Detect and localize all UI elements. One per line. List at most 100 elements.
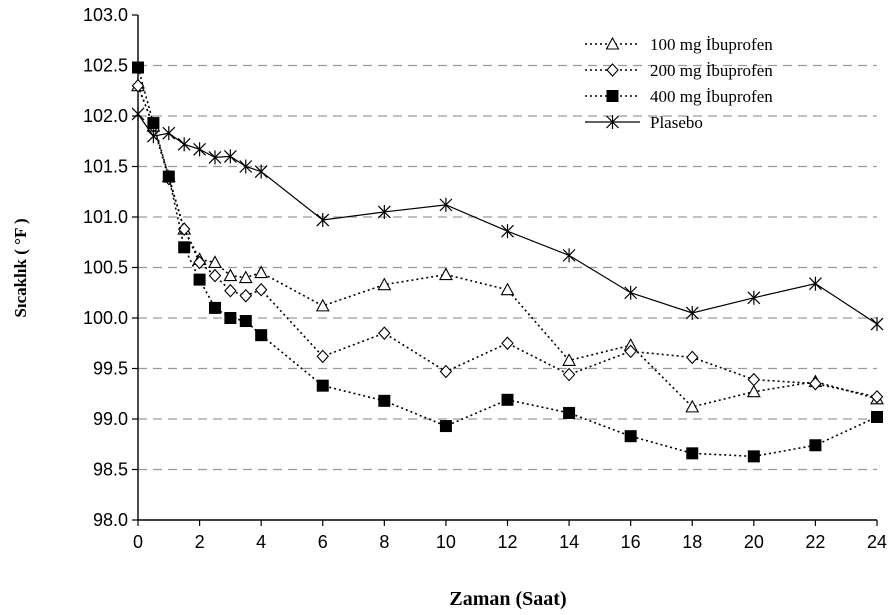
legend-item-400-mg-i-buprofen: 400 mg İbuprofen [585, 87, 773, 106]
data-point-plasebo [377, 204, 391, 219]
data-point-200-mg-i-buprofen [378, 326, 391, 340]
legend-label: 100 mg İbuprofen [650, 35, 773, 54]
data-point-200-mg-i-buprofen [224, 283, 237, 298]
y-tick-label: 98.5 [93, 460, 128, 480]
data-point-200-mg-i-buprofen [686, 350, 699, 365]
data-point-plasebo [223, 149, 237, 164]
data-point-400-mg-i-buprofen [316, 379, 329, 392]
x-tick-label: 6 [318, 532, 328, 552]
data-point-plasebo [562, 248, 576, 263]
data-point-plasebo [316, 213, 330, 228]
data-point-plasebo [685, 305, 699, 320]
y-tick-label: 99.0 [93, 409, 128, 429]
series-line-200-mg-i-buprofen [137, 85, 878, 398]
data-point-100-mg-i-buprofen [685, 399, 700, 413]
data-point-200-mg-i-buprofen [239, 288, 253, 303]
legend-item-plasebo: Plasebo [585, 113, 703, 132]
legend-label: 400 mg İbuprofen [650, 87, 773, 106]
x-tick-label: 8 [379, 532, 389, 552]
data-point-400-mg-i-buprofen [809, 439, 822, 452]
data-point-plasebo [808, 276, 822, 291]
data-point-100-mg-i-buprofen [500, 282, 515, 296]
data-point-400-mg-i-buprofen [501, 393, 514, 406]
data-point-200-mg-i-buprofen [501, 336, 514, 351]
data-point-400-mg-i-buprofen [255, 329, 268, 342]
data-point-100-mg-i-buprofen [438, 267, 453, 281]
data-point-400-mg-i-buprofen [208, 301, 221, 314]
y-tick-label: 103.0 [83, 5, 128, 25]
data-point-100-mg-i-buprofen [562, 353, 577, 366]
y-tick-label: 100.5 [83, 258, 128, 278]
data-point-100-mg-i-buprofen [315, 298, 330, 312]
data-point-200-mg-i-buprofen [747, 372, 761, 387]
data-point-plasebo [870, 317, 884, 332]
x-tick-label: 12 [497, 532, 517, 552]
data-point-plasebo [131, 106, 145, 121]
series-layer [131, 61, 884, 463]
y-tick-label: 101.5 [83, 157, 128, 177]
data-point-200-mg-i-buprofen [208, 268, 222, 283]
data-point-400-mg-i-buprofen [224, 312, 237, 324]
data-point-plasebo [624, 285, 638, 300]
data-point-100-mg-i-buprofen [223, 268, 238, 282]
data-point-plasebo [162, 126, 176, 141]
data-point-200-mg-i-buprofen [193, 255, 206, 270]
data-point-plasebo [146, 129, 160, 144]
series-line-100-mg-i-buprofen [137, 85, 878, 408]
data-point-plasebo [239, 159, 253, 174]
legend-marker [606, 90, 619, 102]
data-point-plasebo [501, 224, 514, 239]
y-tick-label: 102.5 [83, 56, 128, 76]
data-point-400-mg-i-buprofen [871, 410, 883, 423]
x-tick-label: 18 [682, 532, 702, 552]
data-point-400-mg-i-buprofen [378, 394, 391, 407]
data-point-400-mg-i-buprofen [162, 170, 175, 183]
x-tick-label: 2 [195, 532, 205, 552]
data-point-200-mg-i-buprofen [254, 282, 268, 297]
data-point-plasebo [439, 197, 453, 212]
data-point-400-mg-i-buprofen [747, 450, 760, 463]
data-point-200-mg-i-buprofen [809, 376, 822, 391]
data-point-plasebo [254, 164, 268, 179]
x-tick-label: 14 [559, 532, 579, 552]
data-point-100-mg-i-buprofen [208, 255, 222, 269]
data-point-400-mg-i-buprofen [624, 430, 637, 443]
x-tick-label: 0 [133, 532, 143, 552]
data-point-400-mg-i-buprofen [178, 241, 191, 254]
x-tick-label: 16 [621, 532, 641, 552]
gridlines [138, 64, 877, 471]
data-point-200-mg-i-buprofen [316, 349, 329, 364]
legend-marker [606, 115, 619, 129]
y-axis-ticks: 98.0 98.5 99.0 99.5 100.0 100.5 101.0 101.5 102.… [83, 5, 138, 530]
legend-label: Plasebo [650, 113, 703, 132]
data-point-400-mg-i-buprofen [193, 273, 206, 286]
x-tick-label: 20 [744, 532, 764, 552]
x-tick-label: 10 [436, 532, 456, 552]
data-point-plasebo [747, 290, 761, 305]
data-point-100-mg-i-buprofen [746, 384, 761, 398]
data-point-200-mg-i-buprofen [624, 344, 637, 359]
data-point-200-mg-i-buprofen [870, 389, 884, 404]
data-point-plasebo [177, 137, 191, 152]
legend-item-200-mg-i-buprofen: 200 mg İbuprofen [585, 61, 773, 80]
data-point-400-mg-i-buprofen [686, 447, 699, 460]
legend-item-100-mg-i-buprofen: 100 mg İbuprofen [585, 35, 773, 54]
data-point-400-mg-i-buprofen [239, 315, 252, 328]
y-tick-label: 100.0 [83, 308, 128, 328]
data-point-200-mg-i-buprofen [562, 367, 576, 382]
x-axis-ticks: 0 2 4 6 8 10 12 14 16 18 20 22 24 [133, 520, 887, 552]
y-tick-label: 102.0 [83, 106, 128, 126]
legend: 100 mg İbuprofen 200 mg İbuprofen 400 mg İ… [585, 35, 773, 132]
x-tick-label: 4 [256, 532, 266, 552]
data-point-400-mg-i-buprofen [439, 420, 452, 433]
y-tick-label: 101.0 [83, 207, 128, 227]
data-point-200-mg-i-buprofen [439, 364, 453, 379]
x-tick-label: 22 [805, 532, 825, 552]
data-point-400-mg-i-buprofen [147, 117, 160, 130]
data-point-100-mg-i-buprofen [254, 265, 269, 279]
x-axis-label: Zaman (Saat) [449, 588, 566, 610]
x-tick-label: 24 [867, 532, 887, 552]
legend-marker [606, 63, 619, 77]
legend-marker [605, 36, 620, 50]
